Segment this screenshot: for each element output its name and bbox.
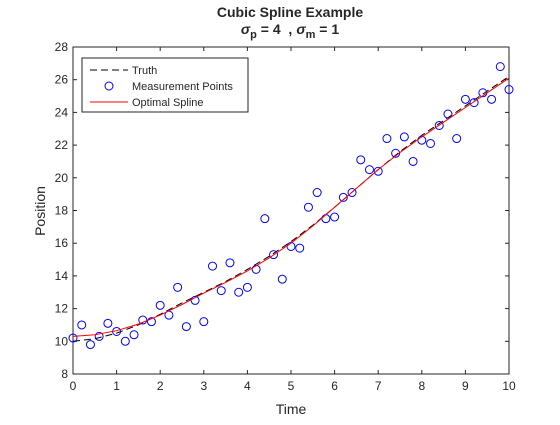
legend-box — [81, 57, 249, 113]
measurement-point — [469, 98, 479, 108]
legend-measurement-label: Measurement Points — [132, 81, 233, 93]
y-tick-label: 22 — [55, 138, 69, 152]
measurement-point — [129, 330, 139, 340]
measurement-point — [225, 258, 235, 268]
measurement-point — [85, 340, 95, 350]
y-tick-label: 8 — [61, 367, 68, 381]
measurement-point — [103, 318, 113, 328]
y-tick-label: 18 — [55, 204, 69, 218]
y-axis-label: Position — [32, 186, 48, 236]
measurement-point — [495, 62, 505, 72]
measurement-point — [504, 85, 514, 95]
measurement-point — [338, 192, 348, 202]
legend-measurement-swatch — [104, 81, 114, 91]
x-tick-label: 6 — [331, 379, 338, 393]
measurement-point — [408, 156, 418, 166]
chart-subtitle: σp = 4 , σm = 1 — [241, 21, 339, 41]
measurement-point — [303, 202, 313, 212]
measurement-point — [260, 214, 270, 224]
subtitle-sigma-p: σ — [241, 21, 251, 37]
y-tick-label: 24 — [55, 105, 69, 119]
y-tick-label: 14 — [55, 269, 69, 283]
measurement-point — [242, 282, 252, 292]
y-tick-label: 12 — [55, 302, 69, 316]
measurement-point — [208, 261, 218, 271]
measurement-point — [347, 188, 357, 198]
measurement-point — [155, 300, 165, 310]
x-tick-label: 7 — [375, 379, 382, 393]
measurement-point — [68, 333, 78, 343]
x-tick-label: 3 — [200, 379, 207, 393]
subtitle-p-sub: p — [250, 29, 257, 41]
x-tick-label: 1 — [113, 379, 120, 393]
x-tick-label: 0 — [70, 379, 77, 393]
measurement-point — [277, 274, 287, 284]
measurement-point — [364, 165, 374, 175]
x-tick-label: 5 — [288, 379, 295, 393]
y-tick-label: 10 — [55, 334, 69, 348]
x-tick-label: 8 — [418, 379, 425, 393]
measurement-point — [234, 287, 244, 297]
subtitle-m-sub: m — [306, 29, 316, 41]
measurement-point — [181, 322, 191, 332]
subtitle-p-value: = 4 , — [257, 21, 292, 37]
measurement-point — [452, 134, 462, 144]
x-tick-label: 2 — [157, 379, 164, 393]
measurement-point — [146, 317, 156, 327]
y-tick-label: 28 — [55, 40, 69, 54]
measurement-point — [94, 331, 104, 341]
measurement-point — [356, 155, 366, 165]
y-tick-label: 16 — [55, 236, 69, 250]
measurement-point — [190, 295, 200, 305]
measurement-point — [312, 188, 322, 198]
optimal-spline-line — [72, 77, 510, 337]
legend: Truth Measurement Points Optimal Spline — [81, 57, 249, 113]
measurement-point — [199, 317, 209, 327]
y-tick-label: 26 — [55, 73, 69, 87]
legend-truth-label: Truth — [132, 65, 157, 77]
measurement-point — [382, 134, 392, 144]
measurement-point — [434, 120, 444, 130]
measurement-point — [138, 315, 148, 325]
x-tick-label: 4 — [244, 379, 251, 393]
measurement-point — [399, 132, 409, 142]
chart-title: Cubic Spline Example — [217, 4, 363, 20]
measurement-point — [426, 138, 436, 148]
legend-spline-label: Optimal Spline — [132, 97, 204, 109]
measurement-point — [173, 282, 183, 292]
measurement-point — [216, 286, 226, 296]
y-tick-label: 20 — [55, 171, 69, 185]
measurement-point — [443, 109, 453, 119]
measurement-point — [487, 94, 497, 104]
measurement-point — [120, 336, 130, 346]
x-tick-label: 10 — [502, 379, 516, 393]
x-axis-label: Time — [276, 401, 307, 417]
x-tick-label: 9 — [462, 379, 469, 393]
measurement-point — [295, 243, 305, 253]
subtitle-m-value: = 1 — [315, 21, 339, 37]
measurement-point — [77, 320, 87, 330]
measurement-point — [373, 166, 383, 176]
subtitle-sigma-m: σ — [296, 21, 306, 37]
measurement-point — [330, 212, 340, 222]
measurement-point — [269, 250, 279, 260]
measurement-point — [460, 94, 470, 104]
